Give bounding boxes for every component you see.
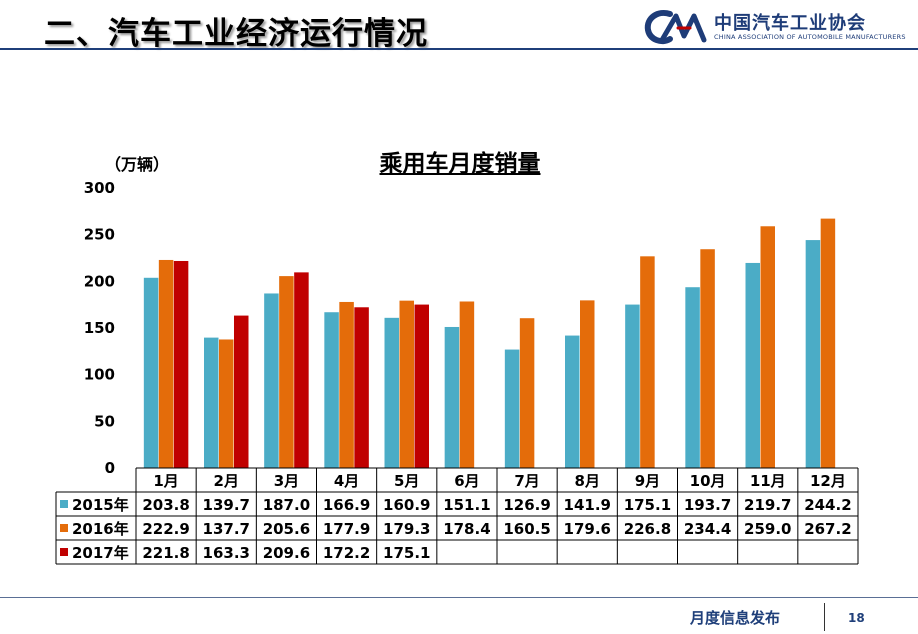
data-table-value: 160.5 — [503, 520, 550, 538]
bar-2015年-5月 — [384, 317, 399, 468]
bar-2017年-5月 — [414, 304, 429, 468]
data-table-value: 175.1 — [383, 544, 430, 562]
footer-divider — [0, 597, 918, 598]
y-tick-label: 100 — [84, 366, 115, 384]
logo-text-cn: 中国汽车工业协会 — [714, 13, 866, 34]
x-tick-label: 8月 — [575, 472, 600, 490]
bar-2015年-6月 — [444, 326, 460, 468]
x-tick-label: 4月 — [334, 472, 359, 490]
data-table-value: 203.8 — [142, 496, 189, 514]
bar-chart: （万辆） 0 50 100 150 200 250 300 1月 2月 3月 4月 5月 6月 7月 8月 9月… — [55, 155, 859, 565]
y-tick-label: 150 — [84, 319, 115, 337]
legend-swatch-2015年 — [60, 500, 68, 508]
bar-2017年-4月 — [354, 307, 369, 468]
y-tick-label: 50 — [94, 412, 115, 430]
data-table-value: 244.2 — [804, 496, 851, 514]
data-table-value: 139.7 — [203, 496, 250, 514]
bar-2016年-11月 — [760, 226, 775, 468]
bar-2015年-7月 — [504, 349, 520, 468]
bar-2016年-6月 — [459, 301, 475, 468]
x-tick-label: 12月 — [810, 472, 846, 490]
x-tick-label: 3月 — [274, 472, 299, 490]
x-tick-label: 7月 — [514, 472, 539, 490]
data-table-value: 193.7 — [684, 496, 731, 514]
bar-2016年-8月 — [580, 300, 595, 468]
y-axis-unit-label: （万辆） — [105, 155, 169, 174]
page-number: 18 — [848, 611, 865, 625]
x-tick-label: 11月 — [750, 472, 786, 490]
data-table-value: 209.6 — [263, 544, 310, 562]
bar-2016年-5月 — [399, 300, 414, 468]
data-table-value: 179.3 — [383, 520, 430, 538]
bar-2016年-4月 — [339, 301, 354, 468]
bar-2015年-9月 — [625, 304, 640, 468]
bar-2016年-7月 — [519, 318, 535, 468]
association-logo: 中国汽车工业协会 CHINA ASSOCIATION OF AUTOMOBILE… — [644, 6, 905, 48]
footer-label: 月度信息发布 — [690, 609, 781, 627]
data-table-value: 205.6 — [263, 520, 310, 538]
bar-2016年-2月 — [219, 339, 234, 468]
data-table-value: 219.7 — [744, 496, 791, 514]
x-tick-label: 6月 — [454, 472, 479, 490]
bar-2015年-8月 — [565, 335, 580, 468]
bar-2016年-12月 — [820, 218, 836, 468]
bar-2016年-10月 — [700, 249, 715, 468]
legend-label: 2015年 — [72, 496, 129, 514]
data-table-value: 160.9 — [383, 496, 430, 514]
data-table-value: 221.8 — [142, 544, 189, 562]
data-table-value: 187.0 — [263, 496, 310, 514]
logo-text-en: CHINA ASSOCIATION OF AUTOMOBILE MANUFACT… — [714, 33, 906, 41]
chart-title: 乘用车月度销量 — [379, 151, 541, 177]
header-divider — [0, 48, 918, 50]
x-tick-label: 2月 — [214, 472, 239, 490]
data-table-value: 259.0 — [744, 520, 791, 538]
data-table-value: 151.1 — [443, 496, 490, 514]
footer-separator — [824, 603, 825, 631]
bar-2015年-3月 — [264, 293, 279, 468]
bar-2015年-1月 — [143, 277, 159, 468]
bar-2017年-3月 — [294, 272, 309, 468]
data-table-value: 172.2 — [323, 544, 370, 562]
bar-2017年-1月 — [173, 260, 189, 468]
bar-2016年-1月 — [158, 259, 174, 468]
data-table-value: 179.6 — [564, 520, 611, 538]
data-table-value: 222.9 — [142, 520, 189, 538]
x-tick-label: 1月 — [153, 472, 178, 490]
data-table-value: 178.4 — [443, 520, 490, 538]
legend-swatch-2016年 — [60, 524, 68, 532]
data-table-value: 163.3 — [203, 544, 250, 562]
data-table-value: 175.1 — [624, 496, 671, 514]
bar-2016年-3月 — [279, 276, 294, 468]
y-tick-label: 250 — [84, 226, 115, 244]
x-tick-label: 5月 — [394, 472, 419, 490]
bar-2015年-11月 — [745, 262, 760, 468]
bar-2015年-12月 — [805, 240, 821, 468]
y-tick-label: 300 — [84, 179, 115, 197]
bar-2015年-2月 — [204, 337, 219, 468]
data-table-value: 137.7 — [203, 520, 250, 538]
data-table-value: 166.9 — [323, 496, 370, 514]
y-tick-label: 200 — [84, 272, 115, 290]
legend-label: 2017年 — [72, 544, 129, 562]
slide-title: 二、汽车工业经济运行情况 — [44, 16, 428, 52]
bar-2015年-4月 — [324, 312, 339, 468]
legend-swatch-2017年 — [60, 548, 68, 556]
bar-2015年-10月 — [685, 287, 700, 468]
data-table-value: 177.9 — [323, 520, 370, 538]
data-table-value: 126.9 — [503, 496, 550, 514]
data-table-value: 226.8 — [624, 520, 671, 538]
bar-2017年-2月 — [234, 315, 249, 468]
x-tick-label: 10月 — [690, 472, 726, 490]
data-table-value: 141.9 — [564, 496, 611, 514]
bar-2016年-9月 — [640, 256, 655, 468]
legend-label: 2016年 — [72, 520, 129, 538]
x-tick-label: 9月 — [635, 472, 660, 490]
y-tick-label: 0 — [105, 459, 115, 477]
data-table-value: 234.4 — [684, 520, 731, 538]
cam-logo-icon — [644, 10, 707, 45]
data-table-value: 267.2 — [804, 520, 851, 538]
